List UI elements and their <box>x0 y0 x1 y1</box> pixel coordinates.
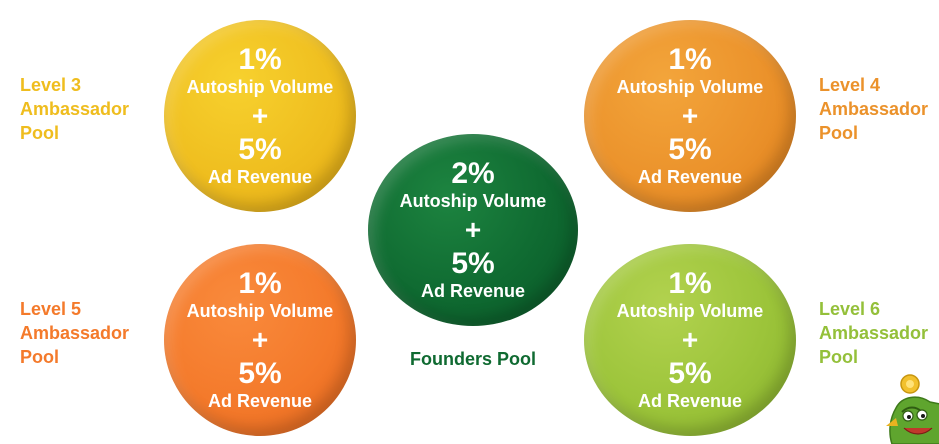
level5-label-line2: Ambassador <box>20 323 130 343</box>
level5-label-line1: Level 5 <box>20 299 82 319</box>
level6-plus-sign: + <box>681 324 699 355</box>
level4-volume-label: Autoship Volume <box>616 77 764 97</box>
level6-label-line1: Level 6 <box>819 299 881 319</box>
level5-ad-label: Ad Revenue <box>207 391 313 411</box>
level6-ad-label: Ad Revenue <box>637 391 743 411</box>
level3-ad-label: Ad Revenue <box>207 167 313 187</box>
level4-ad-percent: 5% <box>668 133 712 166</box>
level4-label-line2: Ambassador <box>819 99 929 119</box>
founders-volume-label: Autoship Volume <box>399 191 547 211</box>
level4-volume-percent: 1% <box>668 43 712 76</box>
level5-plus-sign: + <box>251 324 269 355</box>
founders-volume-percent: 2% <box>451 157 495 190</box>
level5-pool-circle: 1% Autoship Volume + 5% Ad Revenue <box>164 244 356 436</box>
founders-ad-percent: 5% <box>451 247 495 280</box>
level6-ad-percent: 5% <box>668 357 712 390</box>
level5-volume-label: Autoship Volume <box>186 301 334 321</box>
level5-pool-label: Level 5 Ambassador Pool <box>20 297 129 369</box>
founders-pool-circle: 2% Autoship Volume + 5% Ad Revenue <box>368 134 578 326</box>
founders-pool-label: Founders Pool <box>410 347 536 371</box>
level4-plus-sign: + <box>681 100 699 131</box>
level3-pool-label: Level 3 Ambassador Pool <box>20 73 129 145</box>
level3-volume-label: Autoship Volume <box>186 77 334 97</box>
level6-label-line3: Pool <box>819 347 858 367</box>
level3-ad-percent: 5% <box>238 133 282 166</box>
level6-pool-label: Level 6 Ambassador Pool <box>819 297 928 369</box>
level3-label-line2: Ambassador <box>20 99 130 119</box>
level3-volume-percent: 1% <box>238 43 282 76</box>
level5-volume-percent: 1% <box>238 267 282 300</box>
level6-label-line2: Ambassador <box>819 323 929 343</box>
level3-pool-circle: 1% Autoship Volume + 5% Ad Revenue <box>164 20 356 212</box>
level4-label-line1: Level 4 <box>819 75 881 95</box>
level4-pool-label: Level 4 Ambassador Pool <box>819 73 928 145</box>
level3-plus-sign: + <box>251 100 269 131</box>
level5-label-line3: Pool <box>20 347 59 367</box>
level4-ad-label: Ad Revenue <box>637 167 743 187</box>
level4-pool-circle: 1% Autoship Volume + 5% Ad Revenue <box>584 20 796 212</box>
level6-volume-percent: 1% <box>668 267 712 300</box>
level4-label-line3: Pool <box>819 123 858 143</box>
founders-label-line1: Founders Pool <box>410 349 536 369</box>
level6-volume-label: Autoship Volume <box>616 301 764 321</box>
level6-pool-circle: 1% Autoship Volume + 5% Ad Revenue <box>584 244 796 436</box>
level5-ad-percent: 5% <box>238 357 282 390</box>
founders-ad-label: Ad Revenue <box>420 281 526 301</box>
mascot-character-icon <box>886 374 939 444</box>
founders-plus-sign: + <box>464 214 482 245</box>
level3-label-line3: Pool <box>20 123 59 143</box>
level3-label-line1: Level 3 <box>20 75 82 95</box>
